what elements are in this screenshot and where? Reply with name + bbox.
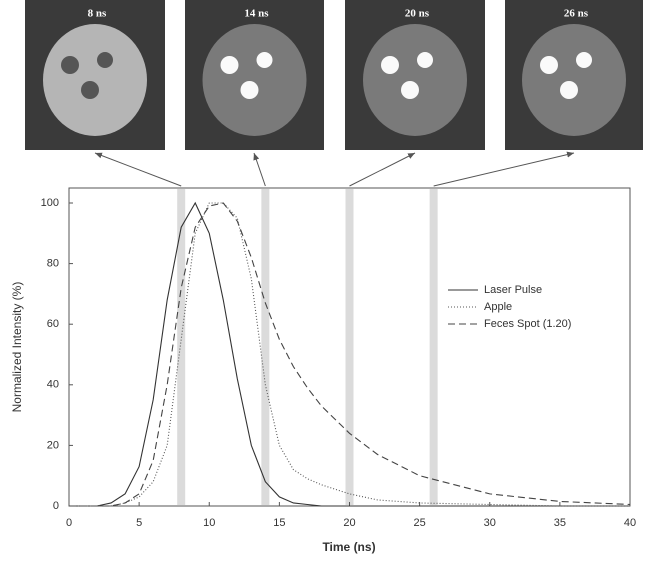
inset-label: 20 ns: [405, 8, 430, 20]
inset-spot: [401, 81, 419, 99]
time-band: [429, 189, 438, 505]
inset-spot: [381, 56, 399, 74]
inset-label: 26 ns: [564, 8, 589, 20]
inset-object: [363, 24, 467, 136]
inset-spot: [81, 81, 99, 99]
y-tick-label: 80: [47, 258, 59, 270]
y-tick-label: 40: [47, 379, 59, 391]
series-line: [69, 202, 630, 507]
y-tick-label: 60: [47, 318, 59, 330]
inset-spot: [240, 81, 259, 99]
x-tick-label: 0: [66, 517, 72, 529]
inset-spot: [560, 81, 578, 99]
x-tick-label: 40: [624, 517, 636, 529]
inset-spot: [97, 52, 113, 68]
inset-object: [43, 24, 147, 136]
time-band: [177, 189, 186, 505]
inset-spot: [61, 56, 79, 74]
time-band: [345, 189, 354, 505]
legend-label: Apple: [484, 301, 512, 313]
y-tick-label: 0: [53, 500, 59, 512]
arrow: [349, 152, 416, 187]
inset-spot: [256, 52, 273, 68]
arrow: [253, 152, 266, 187]
inset-object: [522, 24, 626, 136]
inset-spot: [417, 52, 433, 68]
inset-spot: [576, 52, 592, 68]
inset-spot: [540, 56, 558, 74]
x-tick-label: 20: [343, 517, 355, 529]
x-axis-title: Time (ns): [322, 540, 375, 554]
arrow: [433, 151, 575, 187]
x-tick-label: 5: [136, 517, 142, 529]
series-line: [69, 201, 630, 507]
y-tick-label: 100: [41, 197, 59, 209]
inset-object: [202, 24, 307, 136]
x-tick-label: 10: [203, 517, 215, 529]
x-tick-label: 30: [484, 517, 496, 529]
legend-label: Feces Spot (1.20): [484, 318, 571, 330]
x-tick-label: 35: [554, 517, 566, 529]
y-axis-title: Normalized Intensity (%): [10, 282, 24, 413]
legend-label: Laser Pulse: [484, 284, 542, 296]
y-tick-label: 20: [47, 439, 59, 451]
x-tick-label: 15: [273, 517, 285, 529]
time-band: [261, 189, 270, 505]
x-tick-label: 25: [414, 517, 426, 529]
inset-label: 14 ns: [244, 8, 269, 20]
inset-spot: [220, 56, 239, 74]
series-line: [69, 202, 631, 507]
arrow: [94, 152, 182, 187]
inset-label: 8 ns: [88, 8, 107, 20]
